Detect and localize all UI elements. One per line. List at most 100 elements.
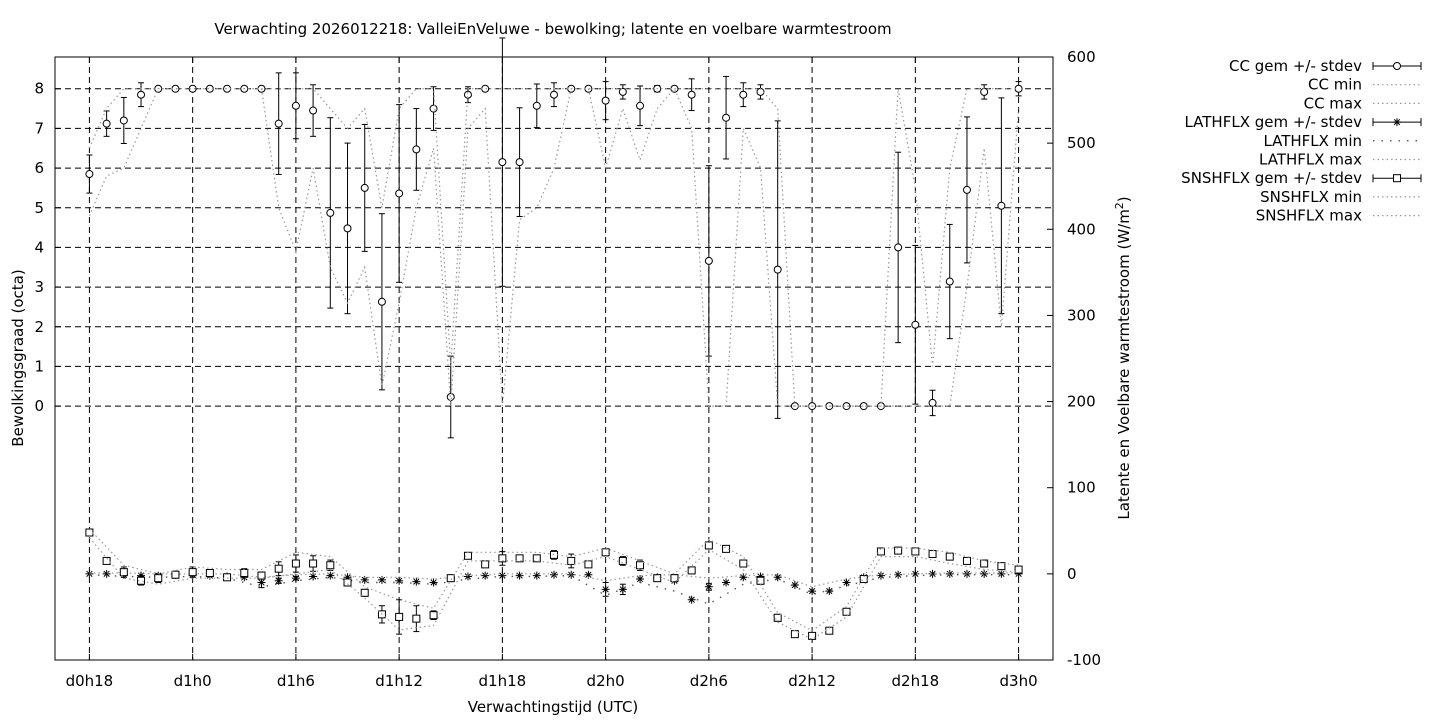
lathflx-mean-point (825, 587, 834, 596)
x-tick-label: d2h6 (690, 672, 728, 690)
lathflx-mean-point (636, 575, 645, 584)
cc-mean-point (481, 84, 490, 93)
snshflx-mean-point (704, 541, 713, 550)
snshflx-mean-point (739, 559, 748, 568)
lathflx-mean-point (722, 578, 731, 587)
x-tick-label: d3h0 (1000, 672, 1038, 690)
lathflx-mean-point (928, 569, 937, 578)
lathflx-mean-point (997, 569, 1006, 578)
y-tick-label-left: 4 (34, 238, 44, 256)
lathflx-mean-point (550, 570, 558, 579)
snshflx-mean-point (291, 559, 300, 568)
cc-mean-point (85, 170, 94, 179)
cc-mean-point (687, 90, 696, 99)
snshflx-mean-point (223, 573, 232, 582)
snshflx-mean-point (326, 561, 335, 570)
snshflx-mean-point (687, 566, 696, 575)
cc-mean-point (360, 183, 369, 192)
snshflx-mean-point (171, 570, 180, 579)
snshflx-mean-point (842, 607, 851, 616)
lathflx-mean-point (412, 577, 421, 586)
cc-mean-point (102, 119, 111, 128)
snshflx-mean-point (567, 556, 576, 565)
cc-mean-point (532, 101, 541, 110)
snshflx-mean-point (257, 571, 266, 580)
series-cc-max (88, 88, 1019, 407)
y-tick-label-left: 3 (34, 278, 44, 296)
lathflx-mean-point (876, 571, 885, 580)
legend-label: SNSHFLX max (1256, 207, 1362, 225)
lathflx-mean-point (739, 573, 748, 582)
lathflx-mean-point (1014, 569, 1023, 578)
series-lathflx-gem-stdev (85, 569, 1023, 604)
legend-label: LATHFLX max (1259, 151, 1362, 169)
snshflx-mean-point (911, 547, 920, 556)
cc-mean-point (463, 90, 472, 99)
snshflx-mean-point (188, 568, 197, 577)
y-tick-label-right: 200 (1067, 393, 1096, 411)
y-tick-label-left: 7 (34, 119, 44, 137)
snshflx-mean-point (808, 631, 817, 640)
snshflx-mean-point (980, 559, 989, 568)
snshflx-mean-point (85, 528, 94, 537)
lathflx-mean-point (274, 576, 283, 585)
cc-mean-point (188, 84, 197, 93)
snshflx-mean-point (773, 613, 782, 622)
lathflx-mean-point (309, 572, 318, 581)
snshflx-mean-point (498, 554, 507, 563)
snshflx-mean-point (997, 562, 1006, 571)
plot-frame (54, 56, 1054, 661)
legend-label: LATHFLX gem +/- stdev (1184, 113, 1362, 131)
cc-mean-point (223, 84, 232, 93)
lathflx-mean-point (257, 578, 266, 587)
y-tick-label-left: 1 (34, 357, 44, 375)
x-axis-label: Verwachtingstijd (UTC) (468, 698, 639, 716)
lathflx-mean-point (894, 570, 903, 579)
series-cc-gem-stdev (85, 37, 1023, 439)
lathflx-mean-point (808, 587, 817, 596)
snshflx-mean-point (119, 568, 128, 577)
lathflx-mean-point (343, 573, 352, 582)
x-tick-label: d2h0 (587, 672, 625, 690)
cc-mean-point (515, 158, 524, 167)
cc-mean-point (945, 277, 954, 286)
lathflx-mean-point (773, 573, 782, 582)
snshflx-mean-point (550, 550, 558, 559)
cc-mean-point (171, 84, 180, 93)
snshflx-mean-point (343, 578, 352, 587)
snshflx-mean-point (790, 630, 799, 639)
cc-mean-point (894, 243, 903, 252)
snshflx-mean-point (876, 547, 885, 556)
lathflx-mean-point (962, 569, 971, 578)
snshflx-mean-point (1014, 565, 1023, 574)
snshflx-mean-point (412, 614, 421, 623)
y-tick-label-left: 0 (34, 397, 44, 415)
lathflx-mean-point (395, 576, 404, 585)
lathflx-mean-point (618, 585, 627, 594)
lathflx-mean-point (601, 585, 610, 594)
x-tick-label: d1h0 (174, 672, 212, 690)
snshflx-mean-point (928, 550, 937, 559)
y-tick-label-left: 6 (34, 159, 44, 177)
snshflx-mean-point (274, 564, 283, 573)
y-tick-label-right: 100 (1067, 479, 1096, 497)
series-snshflx-gem-stdev (85, 528, 1023, 640)
cc-mean-point (395, 189, 404, 198)
legend-label: LATHFLX min (1263, 132, 1362, 150)
x-tick-label: d0h18 (66, 672, 114, 690)
lathflx-mean-point (463, 572, 472, 581)
snshflx-mean-point (395, 612, 404, 621)
snshflx-mean-point (205, 568, 214, 577)
y-axis-label: Bewolkingsgraad (octa) (9, 269, 27, 446)
lathflx-mean-point (532, 571, 541, 580)
cc-mean-point (326, 208, 335, 217)
legend-label: CC max (1304, 94, 1363, 112)
lathflx-mean-point (1393, 118, 1401, 127)
cc-mean-point (446, 392, 455, 401)
cc-mean-point (997, 201, 1006, 210)
cc-mean-point (274, 119, 283, 128)
snshflx-mean-point (154, 574, 163, 583)
cc-mean-point (739, 90, 748, 99)
snshflx-mean-point (429, 611, 438, 620)
